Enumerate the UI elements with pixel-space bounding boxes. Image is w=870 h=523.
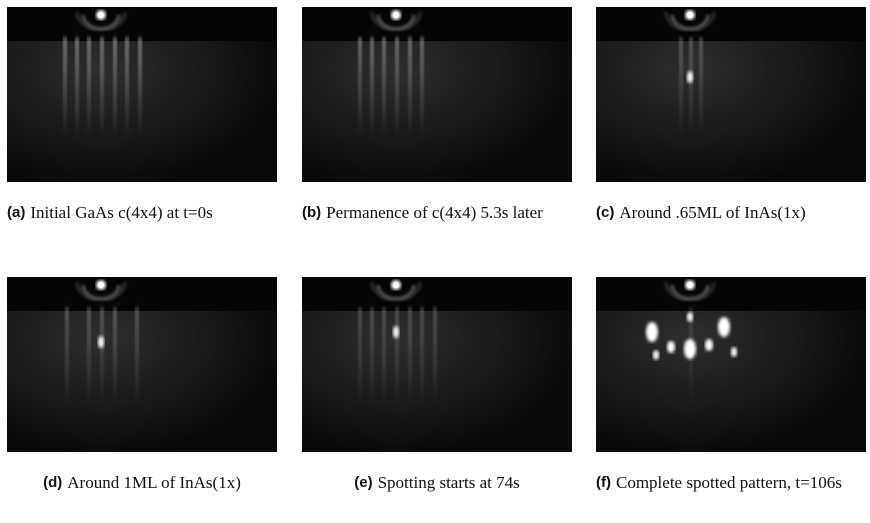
rheed-image xyxy=(7,7,277,182)
caption-text: Permanence of c(4x4) 5.3s later xyxy=(326,201,572,224)
rheed-image xyxy=(596,277,866,452)
rheed-image xyxy=(596,7,866,182)
caption-label: (d) xyxy=(43,471,62,494)
caption-text: Initial GaAs c(4x4) at t=0s xyxy=(30,201,277,224)
caption: (b) Permanence of c(4x4) 5.3s later xyxy=(302,201,572,224)
caption-label: (b) xyxy=(302,201,321,224)
caption-text: Around 1ML of InAs(1x) xyxy=(67,471,241,494)
figure: (a) Initial GaAs c(4x4) at t=0s (b) Permane… xyxy=(0,0,870,523)
rheed-image xyxy=(302,277,572,452)
caption-label: (a) xyxy=(7,201,25,224)
caption-text: Around .65ML of InAs(1x) xyxy=(619,201,866,224)
caption: (e) Spotting starts at 74s xyxy=(302,471,572,494)
rheed-image xyxy=(7,277,277,452)
caption-label: (e) xyxy=(354,471,372,494)
caption: (a) Initial GaAs c(4x4) at t=0s xyxy=(7,201,277,224)
caption-text: Complete spotted pattern, t=106s xyxy=(616,471,866,494)
subfigure: (b) Permanence of c(4x4) 5.3s later xyxy=(302,7,572,224)
subfigure: (c) Around .65ML of InAs(1x) xyxy=(596,7,866,224)
caption-label: (f) xyxy=(596,471,611,494)
subfigure: (e) Spotting starts at 74s xyxy=(302,277,572,494)
caption: (d) Around 1ML of InAs(1x) xyxy=(7,471,277,494)
caption-label: (c) xyxy=(596,201,614,224)
caption-text: Spotting starts at 74s xyxy=(378,471,520,494)
subfigure: (d) Around 1ML of InAs(1x) xyxy=(7,277,277,494)
rheed-image xyxy=(302,7,572,182)
caption: (c) Around .65ML of InAs(1x) xyxy=(596,201,866,224)
caption: (f) Complete spotted pattern, t=106s xyxy=(596,471,866,494)
subfigure: (f) Complete spotted pattern, t=106s xyxy=(596,277,866,494)
subfigure: (a) Initial GaAs c(4x4) at t=0s xyxy=(7,7,277,224)
